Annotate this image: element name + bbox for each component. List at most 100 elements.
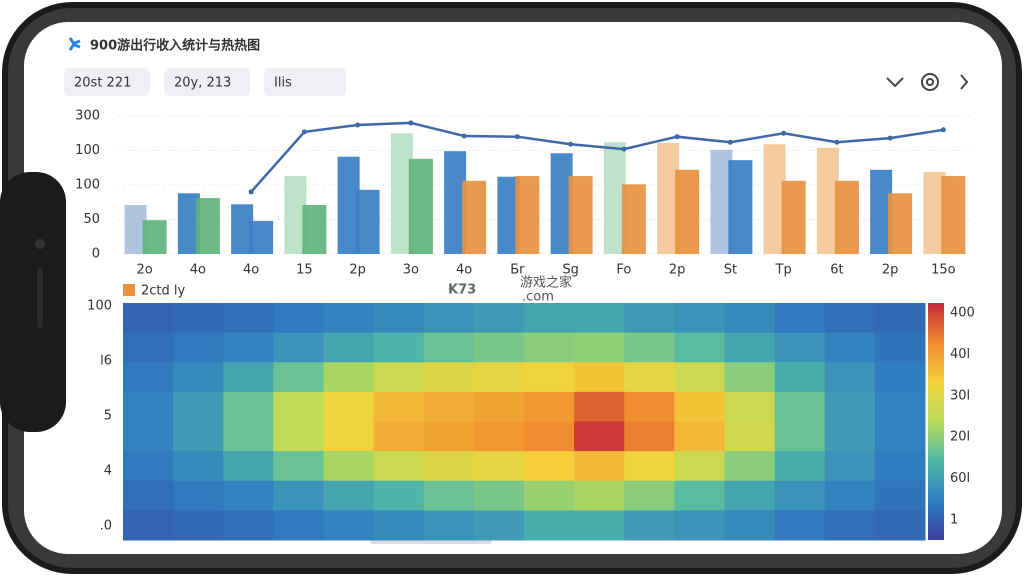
heatmap-cell bbox=[824, 421, 876, 452]
heatmap-cell bbox=[824, 510, 876, 541]
settings-button[interactable] bbox=[921, 73, 939, 91]
line-point bbox=[834, 139, 840, 145]
heatmap-cell bbox=[423, 332, 475, 363]
heatmap-cell bbox=[574, 391, 625, 422]
line-point bbox=[408, 120, 414, 126]
heatmap-cell bbox=[223, 391, 274, 422]
heatmap-cell bbox=[323, 480, 375, 511]
line-point bbox=[781, 130, 787, 136]
heatmap-cell bbox=[423, 480, 475, 511]
heatmap-cell bbox=[423, 421, 475, 452]
x-tick-label: 4o bbox=[190, 263, 206, 278]
next-button[interactable] bbox=[960, 74, 969, 90]
heatmap-cell bbox=[824, 362, 876, 393]
heatmap-cell bbox=[874, 421, 926, 452]
heatmap-cell bbox=[574, 510, 625, 541]
heatmap-cell bbox=[674, 332, 725, 363]
heatmap-cell bbox=[223, 480, 274, 511]
x-tick-label: 15o bbox=[931, 263, 956, 278]
bar bbox=[816, 147, 839, 254]
heatmap-cell bbox=[273, 451, 324, 482]
heatmap-cell bbox=[524, 391, 575, 422]
heatmap-cell bbox=[774, 303, 826, 334]
heatmap-cell bbox=[373, 303, 425, 334]
heatmap-cell bbox=[624, 332, 675, 363]
heatmap-cell bbox=[774, 421, 826, 452]
heatmap-cell bbox=[323, 332, 375, 363]
heatmap-cell bbox=[624, 451, 675, 482]
heatmap-cell bbox=[173, 480, 224, 511]
line-point bbox=[621, 146, 627, 152]
x-tick-label: Fo bbox=[616, 263, 631, 278]
camera bbox=[35, 239, 45, 249]
line-point bbox=[248, 189, 254, 195]
line-point bbox=[727, 139, 733, 145]
heatmap-cell bbox=[774, 391, 826, 422]
x-tick-label: 2o bbox=[137, 263, 153, 278]
bar bbox=[462, 180, 487, 254]
heatmap-cell bbox=[373, 421, 425, 452]
y-tick-label: 5 bbox=[104, 409, 112, 424]
heatmap-cell bbox=[524, 510, 575, 541]
bar bbox=[550, 153, 573, 254]
x-tick-label: Tp bbox=[775, 263, 792, 278]
heatmap-cell bbox=[323, 451, 375, 482]
colorbar-label: 30l bbox=[950, 388, 970, 403]
heatmap-cell bbox=[123, 451, 174, 482]
x-tick-label: 2p bbox=[669, 263, 686, 278]
heatmap-cell bbox=[624, 303, 675, 334]
heatmap-cell bbox=[423, 510, 475, 541]
heatmap-cell bbox=[774, 480, 826, 511]
heatmap-cell bbox=[624, 510, 675, 541]
x-tick-label: 4o bbox=[456, 263, 472, 278]
y-tick-label: 100 bbox=[75, 178, 100, 193]
heatmap-cell bbox=[724, 421, 776, 452]
bar bbox=[888, 193, 913, 254]
heatmap-cell bbox=[574, 362, 625, 393]
heatmap-cell bbox=[824, 391, 876, 422]
y-tick-label: 100 bbox=[87, 299, 112, 314]
bar bbox=[195, 198, 220, 254]
heatmap-cell bbox=[574, 451, 625, 482]
heatmap-cell bbox=[724, 510, 776, 541]
heatmap-cell bbox=[273, 303, 324, 334]
line bbox=[250, 121, 944, 193]
bar bbox=[408, 158, 433, 254]
dropdown-button[interactable] bbox=[886, 77, 904, 88]
heatmap-cell bbox=[524, 421, 575, 452]
colorbar-label: 1 bbox=[950, 513, 958, 528]
heatmap-cell bbox=[273, 362, 324, 393]
heatmap-cell bbox=[173, 451, 224, 482]
filter-chip-label: 20y, 213 bbox=[174, 76, 231, 91]
heatmap-cell bbox=[473, 451, 525, 482]
filter-chip[interactable] bbox=[64, 68, 150, 96]
heatmap-cell bbox=[774, 451, 826, 482]
heatmap-cell bbox=[524, 332, 575, 363]
speaker bbox=[37, 268, 43, 328]
line-point bbox=[301, 129, 307, 135]
legend-swatch bbox=[123, 284, 135, 296]
heatmap-cell bbox=[273, 332, 324, 363]
y-tick-label: l6 bbox=[100, 354, 112, 369]
heatmap-cell bbox=[774, 332, 826, 363]
heatmap-cell bbox=[223, 303, 274, 334]
heatmap-cell bbox=[524, 362, 575, 393]
heatmap-cell bbox=[724, 451, 776, 482]
heatmap-cell bbox=[874, 303, 926, 334]
filter-chip[interactable] bbox=[264, 68, 346, 96]
bar bbox=[657, 142, 680, 254]
heatmap-cell bbox=[874, 480, 926, 511]
heatmap-cell bbox=[624, 362, 675, 393]
bar bbox=[923, 171, 946, 254]
heatmap-cell bbox=[674, 480, 725, 511]
heatmap-cell bbox=[323, 510, 375, 541]
app-icon bbox=[68, 37, 81, 51]
bar bbox=[603, 142, 626, 254]
heatmap-cell bbox=[874, 510, 926, 541]
heatmap-cell bbox=[173, 391, 224, 422]
filter-chip[interactable] bbox=[164, 68, 250, 96]
heatmap-cell bbox=[123, 362, 174, 393]
y-tick-label: .0 bbox=[100, 519, 112, 534]
heatmap-cell bbox=[123, 391, 174, 422]
bar bbox=[284, 176, 307, 254]
